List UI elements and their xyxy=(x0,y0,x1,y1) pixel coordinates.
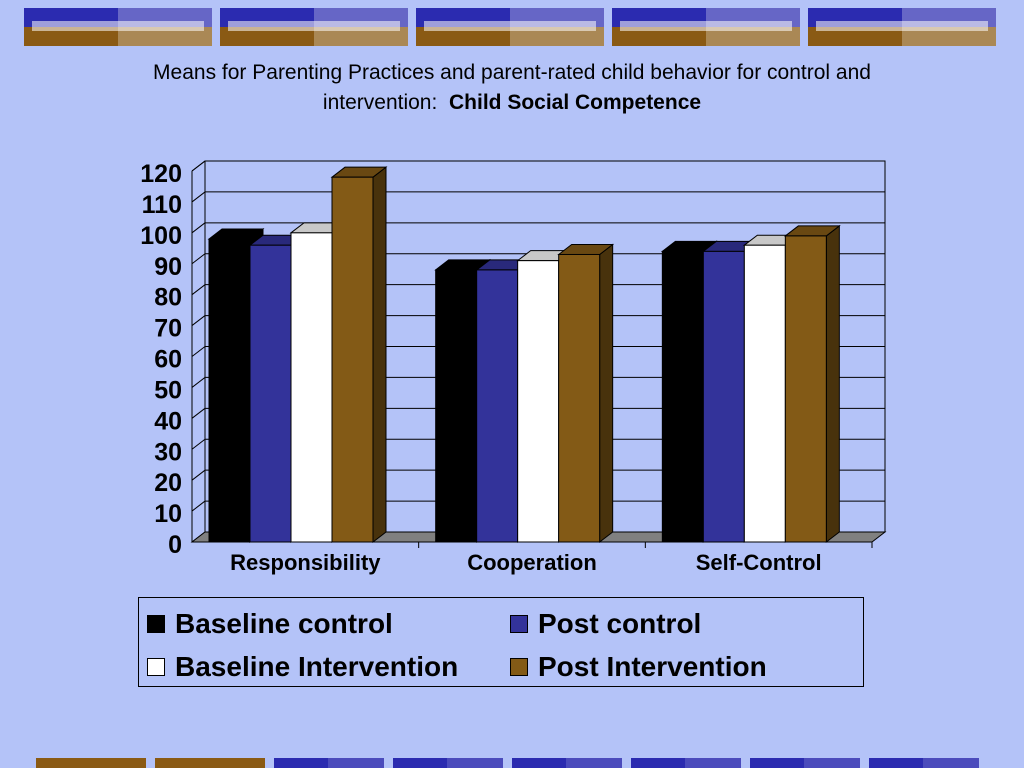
y-tick-label: 60 xyxy=(154,346,182,374)
bar-front xyxy=(476,269,519,543)
title-line-1: Means for Parenting Practices and parent… xyxy=(153,61,871,84)
legend-item-post-intervention: Post Intervention xyxy=(510,649,767,685)
bar-front xyxy=(435,269,478,543)
top-decoration-bar xyxy=(24,8,996,46)
bottom-deco-block xyxy=(631,758,741,768)
legend-label-baseline-control: Baseline control xyxy=(175,608,393,639)
slide-title: Means for Parenting Practices and parent… xyxy=(40,58,984,118)
y-tick-label: 120 xyxy=(140,160,182,188)
legend-label-post-intervention: Post Intervention xyxy=(538,651,767,682)
gridline-side xyxy=(191,469,206,481)
chart-legend: Baseline control Post control Baseline I… xyxy=(138,597,864,687)
legend-swatch-post-intervention xyxy=(510,658,528,676)
legend-swatch-baseline-intervention xyxy=(147,658,165,676)
x-category-label: Responsibility xyxy=(230,550,381,575)
legend-swatch-post-control xyxy=(510,615,528,633)
y-tick-label: 70 xyxy=(154,315,182,343)
bottom-deco-block xyxy=(393,758,503,768)
y-tick-label: 50 xyxy=(154,376,182,404)
bar xyxy=(557,243,615,544)
title-prefix: intervention: xyxy=(322,91,438,114)
gridline-side xyxy=(191,407,206,419)
bottom-deco-block xyxy=(869,758,979,768)
gridline-side xyxy=(191,438,206,450)
bar-front xyxy=(784,235,827,543)
gridline-side xyxy=(191,377,206,388)
legend-item-post-control: Post control xyxy=(510,606,701,642)
bar-front xyxy=(743,244,786,543)
bottom-deco-block xyxy=(155,758,265,768)
bar-front xyxy=(290,232,333,543)
gridline-side xyxy=(191,222,206,234)
bar xyxy=(330,166,388,544)
legend-swatch-baseline-control xyxy=(147,615,165,633)
y-tick-label: 30 xyxy=(154,438,182,466)
bar-front xyxy=(208,238,251,543)
legend-label-baseline-intervention: Baseline Intervention xyxy=(175,651,459,682)
top-deco-block xyxy=(220,8,408,46)
top-deco-block xyxy=(612,8,800,46)
bar-front xyxy=(558,253,601,543)
bottom-deco-block xyxy=(36,758,146,768)
y-tick-label: 10 xyxy=(154,500,182,528)
legend-item-baseline-control: Baseline control xyxy=(147,606,393,642)
top-deco-block xyxy=(416,8,604,46)
legend-item-baseline-intervention: Baseline Intervention xyxy=(147,649,458,685)
bar-side xyxy=(825,224,840,544)
gridline-side xyxy=(191,284,206,296)
title-emphasis: Child Social Competence xyxy=(449,91,702,114)
bar-front xyxy=(331,176,374,543)
y-tick-label: 40 xyxy=(154,407,182,435)
bar-side xyxy=(599,243,614,544)
gridline-side xyxy=(191,315,206,326)
x-category-label: Cooperation xyxy=(467,550,597,575)
bar-front xyxy=(249,244,292,543)
top-deco-block xyxy=(24,8,212,46)
y-tick-label: 0 xyxy=(168,531,182,559)
left-wall-top xyxy=(191,160,206,172)
bottom-deco-block xyxy=(512,758,622,768)
x-category-label: Self-Control xyxy=(696,550,822,575)
y-tick-label: 20 xyxy=(154,469,182,497)
gridline-side xyxy=(191,500,206,512)
y-tick-label: 100 xyxy=(140,222,182,250)
gridline-side xyxy=(191,346,206,357)
legend-label-post-control: Post control xyxy=(538,608,702,639)
bottom-deco-block xyxy=(750,758,860,768)
bar-side xyxy=(372,166,387,544)
gridline-side xyxy=(191,253,206,265)
bar-front xyxy=(661,250,704,543)
bar-front xyxy=(702,250,745,543)
y-tick-label: 80 xyxy=(154,284,182,312)
y-tick-label: 90 xyxy=(154,253,182,281)
bar-front xyxy=(517,260,560,543)
y-tick-label: 110 xyxy=(142,191,182,219)
title-line-2: intervention: Child Social Competence xyxy=(40,88,984,118)
top-deco-block xyxy=(808,8,996,46)
bar xyxy=(783,224,841,544)
gridline-side xyxy=(191,191,206,203)
bottom-deco-block xyxy=(274,758,384,768)
